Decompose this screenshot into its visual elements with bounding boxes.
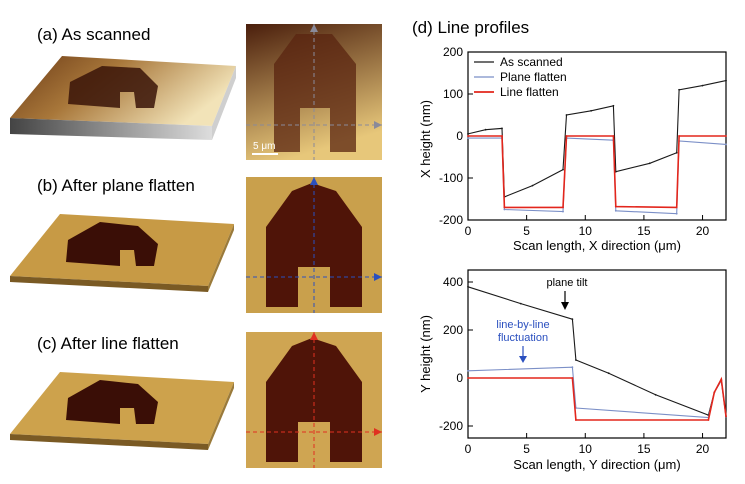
data-point bbox=[531, 184, 534, 187]
annotation-arrowhead-fluctuation bbox=[519, 356, 527, 363]
data-point bbox=[713, 391, 716, 394]
annotation-plane-tilt: plane tilt bbox=[547, 277, 588, 289]
annotation-fluctuation-line2: fluctuation bbox=[498, 332, 548, 344]
data-point bbox=[701, 84, 704, 87]
y-tick-label: 0 bbox=[456, 129, 463, 143]
data-point bbox=[467, 285, 469, 288]
data-point bbox=[678, 88, 680, 91]
height-map-plane-flatten bbox=[246, 177, 382, 313]
x-tick-label: 10 bbox=[579, 442, 593, 456]
data-point bbox=[720, 378, 723, 381]
series-line-plane-flatten bbox=[467, 366, 727, 419]
legend-entry: Line flatten bbox=[500, 85, 559, 99]
plot-frame bbox=[467, 269, 727, 439]
x-tick-label: 0 bbox=[465, 224, 472, 238]
data-point bbox=[725, 135, 727, 137]
x-axis-label: Scan length, X direction (μm) bbox=[513, 238, 681, 253]
house-shape bbox=[66, 222, 158, 266]
data-point bbox=[484, 128, 487, 131]
data-point bbox=[725, 79, 727, 82]
data-point bbox=[614, 205, 617, 208]
x-tick-label: 20 bbox=[696, 224, 710, 238]
x-tick-label: 5 bbox=[523, 224, 530, 238]
height-map-line-flatten bbox=[246, 332, 382, 468]
y-tick-label: -200 bbox=[439, 419, 463, 433]
panel-label-b: (b) After plane flatten bbox=[37, 176, 195, 195]
series-line-as-scanned bbox=[467, 286, 727, 417]
data-point bbox=[467, 135, 469, 137]
data-point bbox=[501, 127, 503, 130]
y-tick-label: 200 bbox=[443, 45, 463, 59]
data-point bbox=[503, 208, 506, 211]
data-point bbox=[562, 206, 564, 209]
x-tick-label: 0 bbox=[465, 442, 472, 456]
data-point bbox=[519, 302, 522, 305]
3d-view-as-scanned bbox=[10, 56, 236, 140]
data-point bbox=[467, 369, 469, 372]
y-axis-label: Y height (nm) bbox=[418, 315, 433, 393]
data-point bbox=[565, 135, 568, 137]
y-axis-label: X height (nm) bbox=[418, 100, 433, 178]
x-tick-label: 20 bbox=[696, 442, 710, 456]
data-point bbox=[575, 419, 577, 421]
x-tick-label: 15 bbox=[637, 442, 651, 456]
x-tick-label: 15 bbox=[637, 224, 651, 238]
series-line-line-flatten bbox=[468, 135, 726, 209]
panel-label-c: (c) After line flatten bbox=[37, 334, 179, 353]
data-point bbox=[590, 109, 592, 112]
data-point bbox=[607, 372, 610, 375]
annotation-arrowhead-plane-tilt bbox=[561, 302, 569, 310]
data-point bbox=[571, 377, 574, 379]
x-tick-label: 5 bbox=[523, 442, 530, 456]
3d-view-line-flatten bbox=[10, 372, 234, 450]
y-tick-label: 0 bbox=[456, 371, 463, 385]
data-point bbox=[675, 212, 678, 215]
data-point bbox=[467, 377, 469, 379]
data-point bbox=[562, 168, 564, 171]
house-shape bbox=[66, 380, 158, 424]
data-point bbox=[571, 318, 574, 321]
y-tick-label: 400 bbox=[443, 275, 463, 289]
y-tick-label: -200 bbox=[439, 213, 463, 227]
series-line-plane-flatten bbox=[468, 137, 727, 215]
data-point bbox=[614, 209, 617, 212]
data-point bbox=[648, 162, 651, 165]
data-point bbox=[571, 366, 574, 369]
scale-bar-label: 5 μm bbox=[253, 141, 276, 152]
3d-view-plane-flatten bbox=[10, 214, 234, 292]
x-tick-label: 10 bbox=[579, 224, 593, 238]
data-point bbox=[565, 114, 568, 116]
y-tick-label: 200 bbox=[443, 323, 463, 337]
annotation-fluctuation-line1: line-by-line bbox=[496, 319, 549, 331]
data-point bbox=[654, 393, 657, 396]
y-tick-label: 100 bbox=[443, 87, 463, 101]
data-point bbox=[467, 133, 469, 135]
data-point bbox=[501, 135, 503, 137]
series-line-line-flatten bbox=[468, 376, 727, 421]
height-map-as-scanned: 5 μm bbox=[246, 24, 382, 160]
data-point bbox=[562, 210, 564, 213]
house-shape bbox=[68, 66, 158, 108]
panel-label-a: (a) As scanned bbox=[37, 25, 151, 44]
x-axis-label: Scan length, Y direction (μm) bbox=[513, 457, 680, 472]
data-point bbox=[612, 135, 615, 137]
data-point bbox=[675, 206, 678, 209]
legend-entry: Plane flatten bbox=[500, 70, 567, 84]
data-point bbox=[725, 143, 727, 146]
data-point bbox=[467, 137, 469, 140]
data-point bbox=[675, 151, 678, 154]
data-point bbox=[678, 135, 680, 137]
y-tick-label: -100 bbox=[439, 171, 463, 185]
panel-label-d: (d) Line profiles bbox=[412, 18, 530, 37]
data-point bbox=[503, 206, 506, 209]
legend-entry: As scanned bbox=[500, 55, 563, 69]
data-point bbox=[612, 104, 615, 107]
data-point bbox=[707, 419, 710, 421]
data-point bbox=[725, 415, 727, 418]
data-point bbox=[575, 359, 577, 361]
